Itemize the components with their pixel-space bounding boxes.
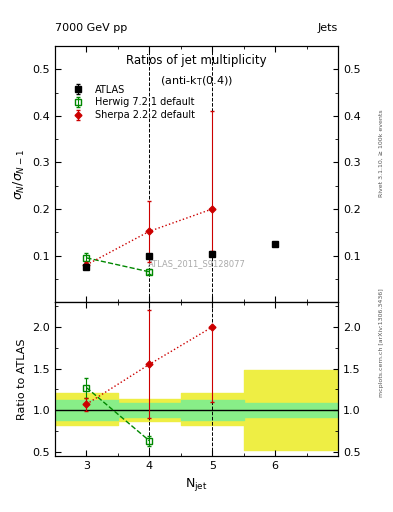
- Legend: ATLAS, Herwig 7.2.1 default, Sherpa 2.2.2 default: ATLAS, Herwig 7.2.1 default, Sherpa 2.2.…: [63, 81, 198, 123]
- Text: Ratios of jet multiplicity: Ratios of jet multiplicity: [126, 54, 267, 67]
- Text: Jets: Jets: [318, 23, 338, 33]
- X-axis label: N$_{\rm jet}$: N$_{\rm jet}$: [185, 476, 208, 493]
- Text: 7000 GeV pp: 7000 GeV pp: [55, 23, 127, 33]
- Text: Rivet 3.1.10, ≥ 100k events: Rivet 3.1.10, ≥ 100k events: [379, 110, 384, 198]
- Y-axis label: $\sigma_N/\sigma_{N-1}$: $\sigma_N/\sigma_{N-1}$: [12, 148, 27, 200]
- Text: mcplots.cern.ch [arXiv:1306.3436]: mcplots.cern.ch [arXiv:1306.3436]: [379, 289, 384, 397]
- Y-axis label: Ratio to ATLAS: Ratio to ATLAS: [17, 338, 27, 420]
- Text: (anti-k$_\mathrm{T}$(0.4)): (anti-k$_\mathrm{T}$(0.4)): [160, 74, 233, 88]
- Text: ATLAS_2011_S9128077: ATLAS_2011_S9128077: [147, 259, 246, 268]
